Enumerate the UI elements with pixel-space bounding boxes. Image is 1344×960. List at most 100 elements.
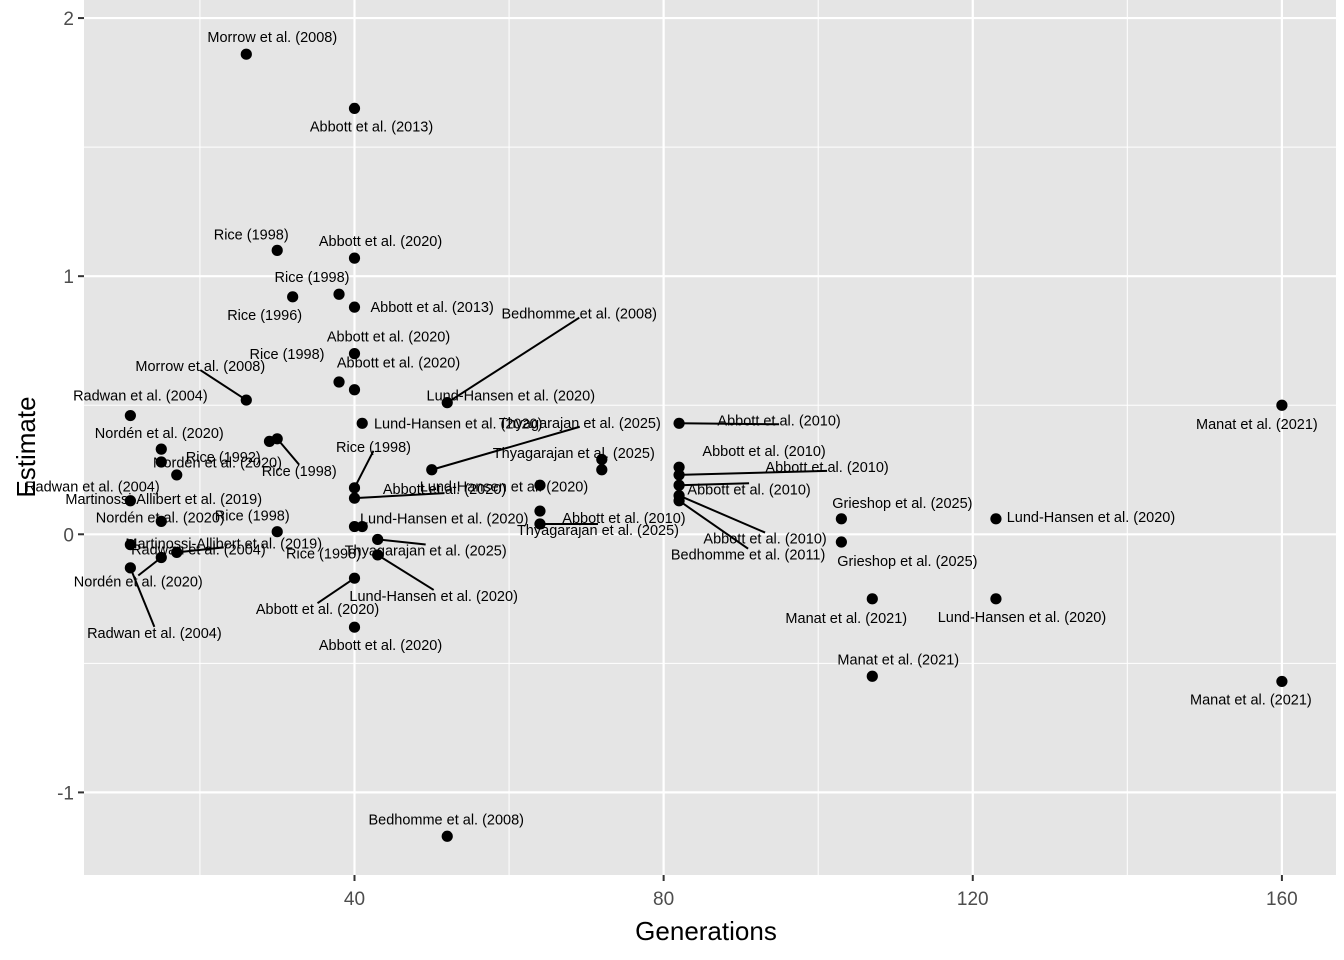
label-leader-line (446, 316, 580, 404)
data-point (240, 48, 252, 60)
x-tick-label: 120 (957, 889, 989, 910)
point-label: Thyagarajan et al. (2025) (345, 543, 507, 559)
point-label: Bedhomme et al. (2008) (368, 812, 524, 828)
data-point (333, 288, 345, 300)
label-leader-line (431, 425, 581, 471)
data-point (426, 464, 438, 476)
point-label: Abbott et al. (2020) (337, 356, 460, 372)
data-point (356, 417, 368, 429)
data-point (155, 443, 167, 455)
data-point (333, 376, 345, 388)
point-label: Abbott et al. (2013) (370, 300, 493, 316)
data-point (348, 301, 361, 313)
data-point (356, 520, 368, 533)
point-label: Rice (1998) (215, 509, 290, 525)
x-tick-label: 80 (653, 889, 674, 910)
y-tick-label: 2 (63, 9, 74, 30)
point-label: Morrow et al. (2008) (135, 359, 265, 375)
data-point (348, 102, 361, 115)
data-point (348, 492, 361, 504)
data-point (990, 593, 1002, 605)
label-leader-line (353, 450, 375, 489)
data-point (673, 469, 685, 481)
y-tick-labels: -1 0 1 2 (57, 9, 74, 804)
data-point (271, 526, 283, 538)
point-labels: Morrow et al. (2008) Abbott et al. (2013)… (25, 30, 1318, 828)
point-label: Lund-Hansen et al. (2020) (360, 512, 528, 528)
point-label: Bedhomme et al. (2011) (671, 548, 825, 564)
data-point (866, 670, 878, 682)
point-label: Abbott et al. (2020) (383, 482, 506, 498)
label-leader-line (199, 369, 247, 401)
label-leader-line (176, 546, 224, 554)
point-label: Abbott et al. (2013) (310, 119, 433, 135)
point-label: Radwan et al. (2004) (73, 389, 208, 405)
y-tick-label: -1 (57, 783, 74, 804)
data-point (534, 479, 546, 491)
label-leader-line (129, 567, 156, 628)
data-point (271, 244, 283, 256)
point-label: Rice (1998) (250, 347, 325, 363)
y-tick-label: 0 (63, 525, 74, 546)
data-point (348, 384, 361, 396)
point-label: Radwan et al. (2004) (131, 543, 266, 559)
point-label: Rice (1998) (336, 440, 411, 456)
point-label: Grieshop et al. (2025) (837, 554, 977, 570)
point-label: Lund-Hansen et al. (2020) (938, 610, 1106, 626)
label-leader-line (679, 422, 780, 426)
point-label: Martinossi-Allibert et al. (2019) (65, 492, 262, 508)
data-point (124, 562, 136, 574)
data-point (348, 572, 361, 584)
data-point (155, 456, 167, 468)
point-label: Lund-Hansen et al. (2020) (349, 589, 517, 605)
point-label: Morrow et al. (2008) (207, 30, 337, 46)
data-point (1276, 399, 1288, 411)
data-point (124, 409, 136, 422)
label-leader-line (679, 482, 750, 487)
x-tick-label: 160 (1266, 889, 1298, 910)
point-label: Rice (1998) (286, 547, 361, 563)
point-label: Radwan et al. (2004) (25, 480, 160, 496)
label-leader-line (678, 494, 766, 534)
point-label: Nordén et al. (2020) (153, 455, 282, 471)
data-point (263, 435, 276, 447)
point-label: Grieshop et al. (2025) (832, 496, 972, 512)
point-label: Abbott et al. (2010) (765, 460, 888, 476)
point-label: Bedhomme et al. (2008) (501, 307, 657, 323)
data-point (441, 397, 453, 409)
point-label: Thyagarajan et al. (2025) (517, 523, 679, 539)
data-point (171, 546, 183, 558)
point-label: Rice (1998) (275, 270, 350, 286)
point-label: Lund-Hansen et al. (2020) (427, 388, 595, 404)
data-point (990, 513, 1002, 525)
data-point (1276, 675, 1288, 688)
y-axis-title: Estimate (11, 396, 41, 497)
data-point (673, 479, 685, 491)
point-label: Thyagarajan et al. (2025) (499, 416, 661, 432)
data-point (596, 464, 608, 476)
point-label: Rice (1998) (214, 227, 289, 243)
leader-lines (129, 316, 828, 628)
label-leader-line (354, 492, 445, 500)
label-leader-line (276, 438, 300, 466)
data-point (372, 533, 384, 546)
point-label: Abbott et al. (2010) (702, 444, 825, 460)
data-points (124, 48, 1288, 842)
point-label: Abbott et al. (2010) (687, 482, 810, 498)
point-label: Lund-Hansen et al. (2020) (1007, 510, 1175, 526)
point-label: Rice (1998) (262, 464, 337, 480)
point-label: Abbott et al. (2020) (327, 330, 450, 346)
data-point (348, 348, 361, 360)
data-point (372, 549, 384, 561)
data-point (441, 830, 453, 842)
data-point (155, 551, 167, 564)
data-point (673, 417, 685, 429)
y-tick-label: 1 (63, 267, 74, 288)
point-label: Rice (1996) (227, 308, 302, 324)
data-point (155, 515, 167, 527)
label-leader-line (377, 554, 435, 591)
point-label: Lund-Hansen et al. (2020) (374, 416, 542, 432)
data-point (348, 520, 361, 533)
point-label: Abbott et al. (2020) (256, 602, 379, 618)
